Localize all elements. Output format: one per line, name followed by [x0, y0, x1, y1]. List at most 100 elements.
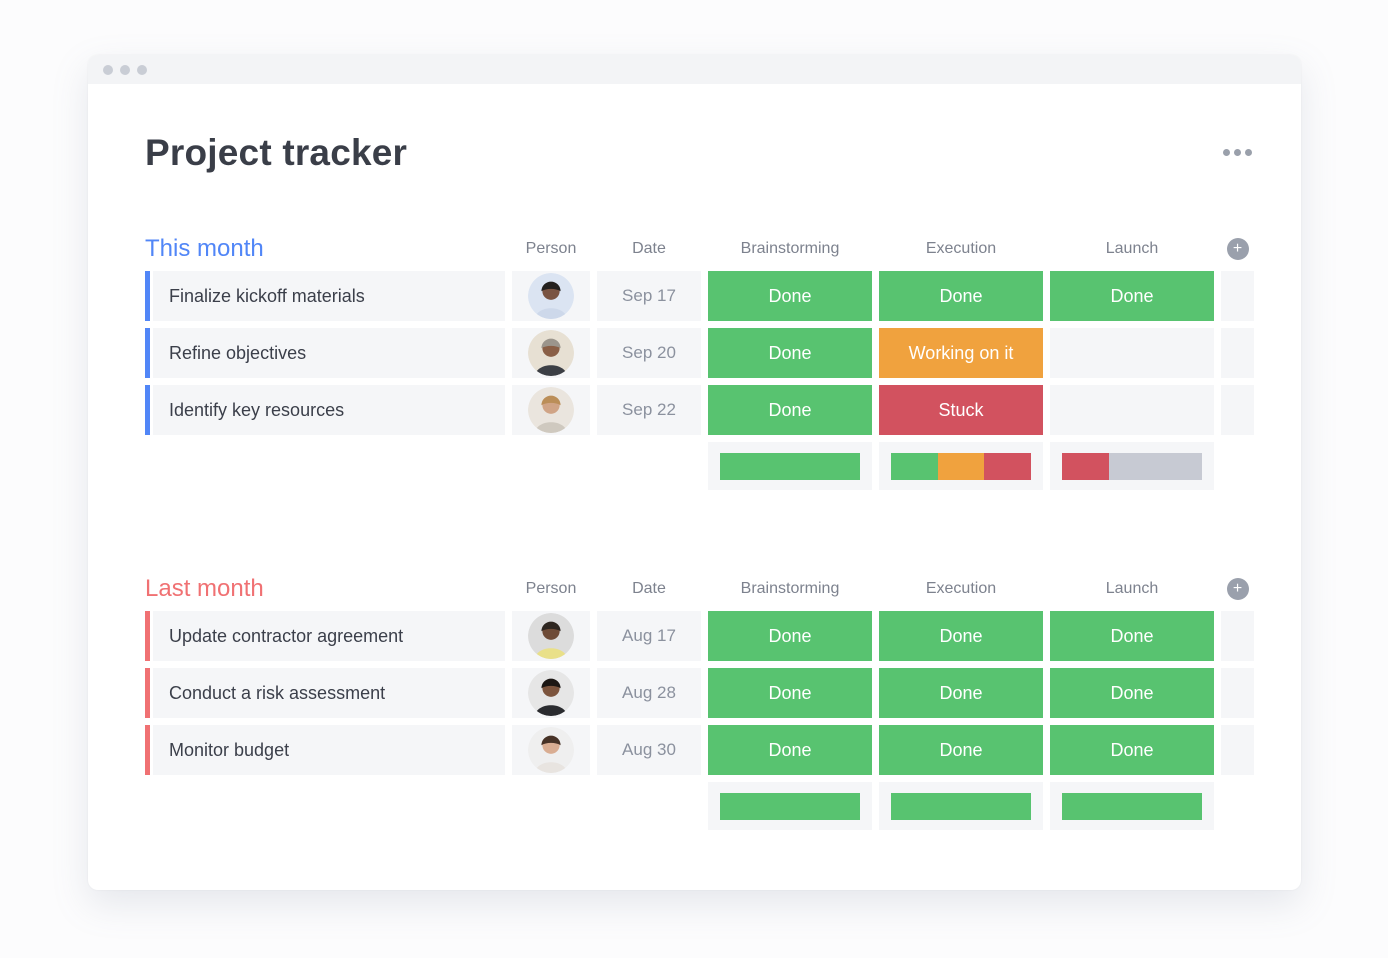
task-name: Monitor budget [153, 725, 505, 775]
status-cell-launch[interactable]: Done [1050, 668, 1214, 718]
extra-column-cell [1221, 271, 1254, 321]
status-cell-launch[interactable]: Done [1050, 725, 1214, 775]
task-name-cell[interactable]: Identify key resources [145, 385, 505, 435]
task-name: Refine objectives [153, 328, 505, 378]
date-cell[interactable]: Aug 17 [597, 611, 701, 661]
group: This month Person Date Brainstorming Exe… [145, 228, 1254, 490]
battery-segment-done [891, 452, 938, 480]
group-color-accent [145, 725, 150, 775]
group-header-row: Last month Person Date Brainstorming Exe… [145, 568, 1254, 602]
column-header-person[interactable]: Person [525, 240, 577, 257]
column-header-execution[interactable]: Execution [925, 240, 997, 257]
table-row: Monitor budget Aug 30 Done Done Done [145, 725, 1254, 775]
progress-battery [720, 452, 860, 480]
add-column-button[interactable]: + [1226, 578, 1249, 600]
board-header: Project tracker [145, 132, 1254, 173]
battery-segment-done [720, 792, 860, 820]
task-name-cell[interactable]: Update contractor agreement [145, 611, 505, 661]
table-row: Update contractor agreement Aug 17 Done … [145, 611, 1254, 661]
board: Project tracker This month Person Date B… [88, 132, 1301, 830]
person-cell[interactable] [512, 385, 590, 435]
date-cell[interactable]: Sep 20 [597, 328, 701, 378]
date-value: Aug 30 [622, 740, 676, 759]
extra-column-cell [1221, 725, 1254, 775]
task-name-cell[interactable]: Monitor budget [145, 725, 505, 775]
group-color-accent [145, 668, 150, 718]
status-cell-brainstorming[interactable]: Done [708, 611, 872, 661]
board-menu-button[interactable] [1221, 143, 1254, 162]
status-cell-execution[interactable]: Done [879, 725, 1043, 775]
date-cell[interactable]: Sep 17 [597, 271, 701, 321]
groups-container: This month Person Date Brainstorming Exe… [145, 228, 1254, 830]
summary-cell-launch [1050, 442, 1214, 490]
status-cell-execution[interactable]: Done [879, 611, 1043, 661]
status-cell-brainstorming[interactable]: Done [708, 328, 872, 378]
task-name-cell[interactable]: Finalize kickoff materials [145, 271, 505, 321]
status-cell-execution[interactable]: Stuck [879, 385, 1043, 435]
column-header-execution[interactable]: Execution [925, 580, 997, 597]
person-cell[interactable] [512, 668, 590, 718]
task-name: Conduct a risk assessment [153, 668, 505, 718]
extra-column-cell [1221, 328, 1254, 378]
date-cell[interactable]: Aug 28 [597, 668, 701, 718]
status-cell-launch[interactable] [1050, 385, 1214, 435]
add-column-cell: + [1221, 578, 1254, 602]
status-cell-launch[interactable]: Done [1050, 611, 1214, 661]
column-header-date[interactable]: Date [632, 580, 666, 597]
person-cell[interactable] [512, 725, 590, 775]
status-cell-brainstorming[interactable]: Done [708, 271, 872, 321]
battery-segment-working [937, 452, 985, 480]
battery-segment-stuck [1062, 452, 1109, 480]
date-cell[interactable]: Aug 30 [597, 725, 701, 775]
ellipsis-icon [1245, 149, 1252, 156]
task-name-cell[interactable]: Conduct a risk assessment [145, 668, 505, 718]
group-title[interactable]: Last month [145, 575, 264, 602]
avatar [528, 727, 574, 773]
status-cell-launch[interactable] [1050, 328, 1214, 378]
avatar [528, 613, 574, 659]
group: Last month Person Date Brainstorming Exe… [145, 568, 1254, 830]
extra-column-cell [1221, 668, 1254, 718]
column-header-launch[interactable]: Launch [1105, 240, 1159, 257]
status-cell-brainstorming[interactable]: Done [708, 668, 872, 718]
extra-column-cell [1221, 611, 1254, 661]
group-color-accent [145, 328, 150, 378]
status-cell-brainstorming[interactable]: Done [708, 385, 872, 435]
progress-battery [1062, 452, 1202, 480]
task-name: Identify key resources [153, 385, 505, 435]
status-cell-execution[interactable]: Done [879, 271, 1043, 321]
column-header-brainstorming[interactable]: Brainstorming [740, 240, 840, 257]
task-name-cell[interactable]: Refine objectives [145, 328, 505, 378]
person-cell[interactable] [512, 328, 590, 378]
group-color-accent [145, 271, 150, 321]
window-control-dot [120, 64, 130, 75]
group-rows: Update contractor agreement Aug 17 Done … [145, 611, 1254, 775]
status-cell-launch[interactable]: Done [1050, 271, 1214, 321]
column-header-brainstorming[interactable]: Brainstorming [740, 580, 840, 597]
person-cell[interactable] [512, 271, 590, 321]
ellipsis-icon [1234, 149, 1241, 156]
add-column-button[interactable]: + [1226, 238, 1249, 260]
group-color-accent [145, 611, 150, 661]
table-row: Refine objectives Sep 20 Done Working on… [145, 328, 1254, 378]
extra-column-cell [1221, 385, 1254, 435]
date-value: Aug 28 [622, 683, 676, 702]
status-cell-execution[interactable]: Working on it [879, 328, 1043, 378]
date-cell[interactable]: Sep 22 [597, 385, 701, 435]
person-cell[interactable] [512, 611, 590, 661]
column-header-date[interactable]: Date [632, 240, 666, 257]
column-header-person[interactable]: Person [525, 580, 577, 597]
window-control-dot [103, 64, 113, 75]
status-cell-brainstorming[interactable]: Done [708, 725, 872, 775]
group-rows: Finalize kickoff materials Sep 17 Done D… [145, 271, 1254, 435]
group-title[interactable]: This month [145, 235, 264, 262]
battery-segment-stuck [984, 452, 1031, 480]
avatar [528, 387, 574, 433]
avatar [528, 670, 574, 716]
date-value: Sep 22 [622, 400, 676, 419]
group-summary-row [145, 442, 1254, 490]
status-cell-execution[interactable]: Done [879, 668, 1043, 718]
date-value: Aug 17 [622, 626, 676, 645]
window-control-dot [137, 64, 147, 75]
column-header-launch[interactable]: Launch [1105, 580, 1159, 597]
